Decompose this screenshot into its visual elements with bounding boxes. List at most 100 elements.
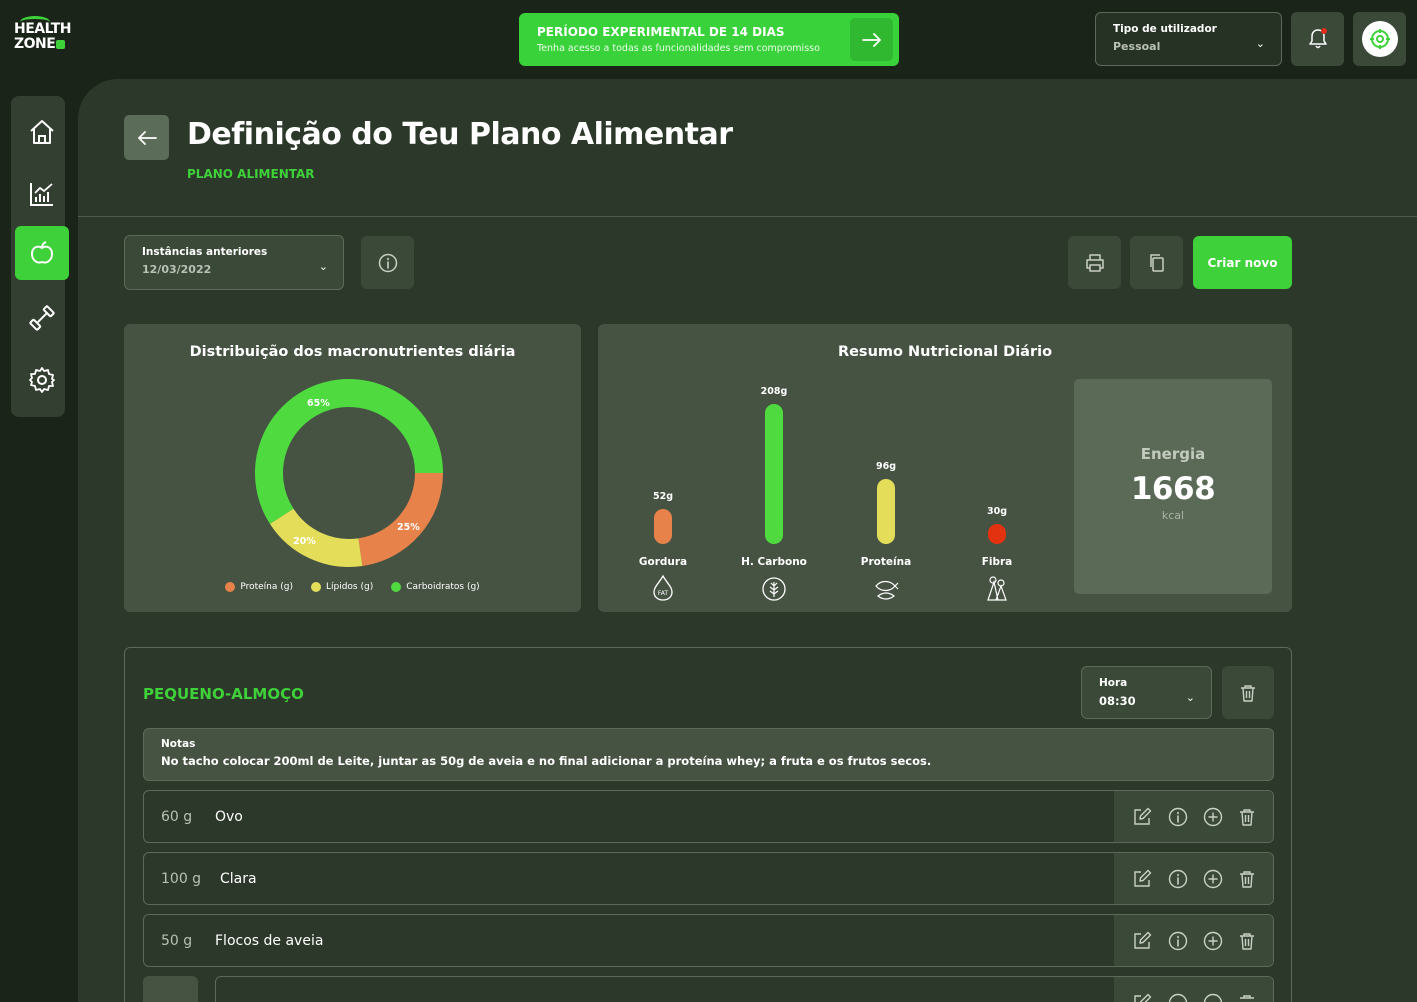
back-button[interactable] — [124, 115, 169, 160]
food-qty: 60 g — [161, 809, 193, 825]
trial-banner[interactable]: PERÍODO EXPERIMENTAL DE 14 DIAS Tenha ac… — [519, 13, 899, 66]
header-divider — [78, 216, 1417, 217]
chart-icon — [30, 183, 53, 206]
edit-icon[interactable] — [1132, 869, 1152, 889]
food-actions — [1114, 853, 1273, 904]
edit-icon[interactable] — [1132, 931, 1152, 951]
trash-icon[interactable] — [1239, 994, 1255, 1002]
info-icon[interactable] — [1168, 993, 1188, 1002]
add-circle-icon[interactable] — [1203, 869, 1223, 889]
app-logo[interactable]: HEALTH ZONE — [14, 16, 72, 58]
info-icon[interactable] — [1168, 869, 1188, 889]
food-row-alternative[interactable] — [215, 976, 1274, 1002]
donut-slice-lipids — [269, 508, 363, 567]
nutrient-value-label: 52g — [652, 491, 674, 502]
nutrient-column: 96g Proteína — [846, 324, 926, 612]
sidebar-item-settings[interactable] — [15, 353, 69, 407]
food-actions — [1114, 977, 1273, 1002]
summary-card-title: Resumo Nutricional Diário — [837, 344, 1053, 360]
nutrient-name-label: Gordura — [638, 556, 688, 568]
printer-icon — [1085, 253, 1104, 272]
svg-text:FAT: FAT — [658, 590, 669, 597]
sidebar-item-stats[interactable] — [15, 167, 69, 221]
pct-carbs: 65% — [307, 398, 330, 409]
trial-arrow-button[interactable] — [850, 18, 893, 61]
instances-select[interactable]: Instâncias anteriores 12/03/2022 ⌄ — [124, 235, 344, 290]
logo-line-2-text: ZONE — [14, 36, 56, 52]
info-button[interactable] — [361, 236, 414, 289]
meal-time-label: Hora — [1099, 677, 1128, 689]
gear-icon — [29, 367, 55, 393]
print-button[interactable] — [1068, 236, 1121, 289]
food-qty: 100 g — [161, 871, 202, 887]
sidebar — [11, 96, 69, 417]
alternative-badge — [143, 976, 198, 1002]
food-row[interactable]: 60 g Ovo — [143, 790, 1274, 843]
legend-swatch — [391, 582, 402, 592]
sidebar-item-nutrition[interactable] — [15, 226, 69, 280]
dumbbell-icon — [29, 305, 55, 331]
fish-icon — [873, 574, 899, 602]
meal-section: PEQUENO-ALMOÇO Hora 08:30 ⌄ Notas No tac… — [124, 647, 1292, 1002]
create-new-button[interactable]: Criar novo — [1193, 236, 1292, 289]
legend-swatch — [310, 582, 321, 592]
trash-icon — [1241, 684, 1255, 702]
legend-label: Lípidos (g) — [325, 582, 374, 592]
trash-icon[interactable] — [1239, 808, 1255, 826]
trial-text: PERÍODO EXPERIMENTAL DE 14 DIAS Tenha ac… — [537, 25, 820, 54]
avatar — [1361, 21, 1398, 57]
nutrient-bar — [654, 509, 672, 544]
nutrient-value-label: 30g — [986, 505, 1008, 517]
trash-icon[interactable] — [1239, 932, 1255, 950]
donut-svg — [255, 379, 443, 567]
edit-icon[interactable] — [1132, 807, 1152, 827]
info-icon[interactable] — [1168, 931, 1188, 951]
logo-arc — [20, 16, 50, 28]
food-qty: 50 g — [161, 933, 193, 949]
info-icon[interactable] — [1168, 807, 1188, 827]
delete-meal-button[interactable] — [1222, 666, 1274, 719]
legend-item-lipids: Lípidos (g) — [310, 582, 374, 592]
food-row[interactable]: 50 g Flocos de aveia — [143, 914, 1274, 967]
copy-icon — [1149, 253, 1164, 272]
donut-slice-protein — [357, 472, 443, 567]
donut-slice-carbs — [255, 379, 443, 524]
user-type-select[interactable]: Tipo de utilizador Pessoal ⌄ — [1095, 12, 1282, 66]
add-circle-icon[interactable] — [1203, 807, 1223, 827]
grain-icon — [761, 574, 787, 602]
trash-icon[interactable] — [1239, 870, 1255, 888]
instances-value: 12/03/2022 — [142, 263, 212, 276]
main-panel: Definição do Teu Plano Alimentar PLANO A… — [78, 79, 1417, 1002]
trial-title: PERÍODO EXPERIMENTAL DE 14 DIAS — [537, 25, 785, 39]
donut-chart: 65% 25% 20% — [255, 379, 455, 583]
nutrient-value-label: 96g — [875, 461, 897, 473]
chevron-down-icon: ⌄ — [318, 260, 328, 273]
page-subtitle: PLANO ALIMENTAR — [187, 167, 315, 181]
avatar-icon — [1369, 29, 1390, 49]
meal-notes: Notas No tacho colocar 200ml de Leite, j… — [143, 728, 1274, 781]
add-circle-icon[interactable] — [1203, 931, 1223, 951]
energy-value: 1668 — [1130, 471, 1216, 507]
sidebar-item-home[interactable] — [15, 105, 69, 159]
meal-time-select[interactable]: Hora 08:30 ⌄ — [1081, 666, 1212, 719]
logo-mark — [56, 39, 66, 49]
nutrition-summary-card: Resumo Nutricional Diário 52g Gordura FAT 2… — [598, 324, 1292, 612]
notifications-button[interactable] — [1291, 12, 1344, 66]
edit-icon[interactable] — [1132, 993, 1152, 1002]
legend-item-protein: Proteína (g) — [225, 582, 293, 592]
nutrient-column: 208g H. Carbono — [734, 324, 814, 612]
nutrient-name-label: H. Carbono — [741, 556, 807, 568]
copy-button[interactable] — [1130, 236, 1183, 289]
nutrient-bar — [988, 523, 1006, 544]
energy-unit: kcal — [1161, 509, 1185, 522]
food-row[interactable]: 100 g Clara — [143, 852, 1274, 905]
add-circle-icon[interactable] — [1203, 993, 1223, 1002]
food-actions — [1114, 791, 1273, 842]
fat-drop-icon: FAT — [650, 574, 676, 602]
page-title: Definição do Teu Plano Alimentar — [187, 117, 733, 152]
instances-label: Instâncias anteriores — [142, 246, 268, 258]
legend-swatch — [225, 582, 236, 592]
sidebar-item-training[interactable] — [15, 291, 69, 345]
food-name: Clara — [220, 871, 257, 887]
profile-button[interactable] — [1353, 12, 1406, 66]
